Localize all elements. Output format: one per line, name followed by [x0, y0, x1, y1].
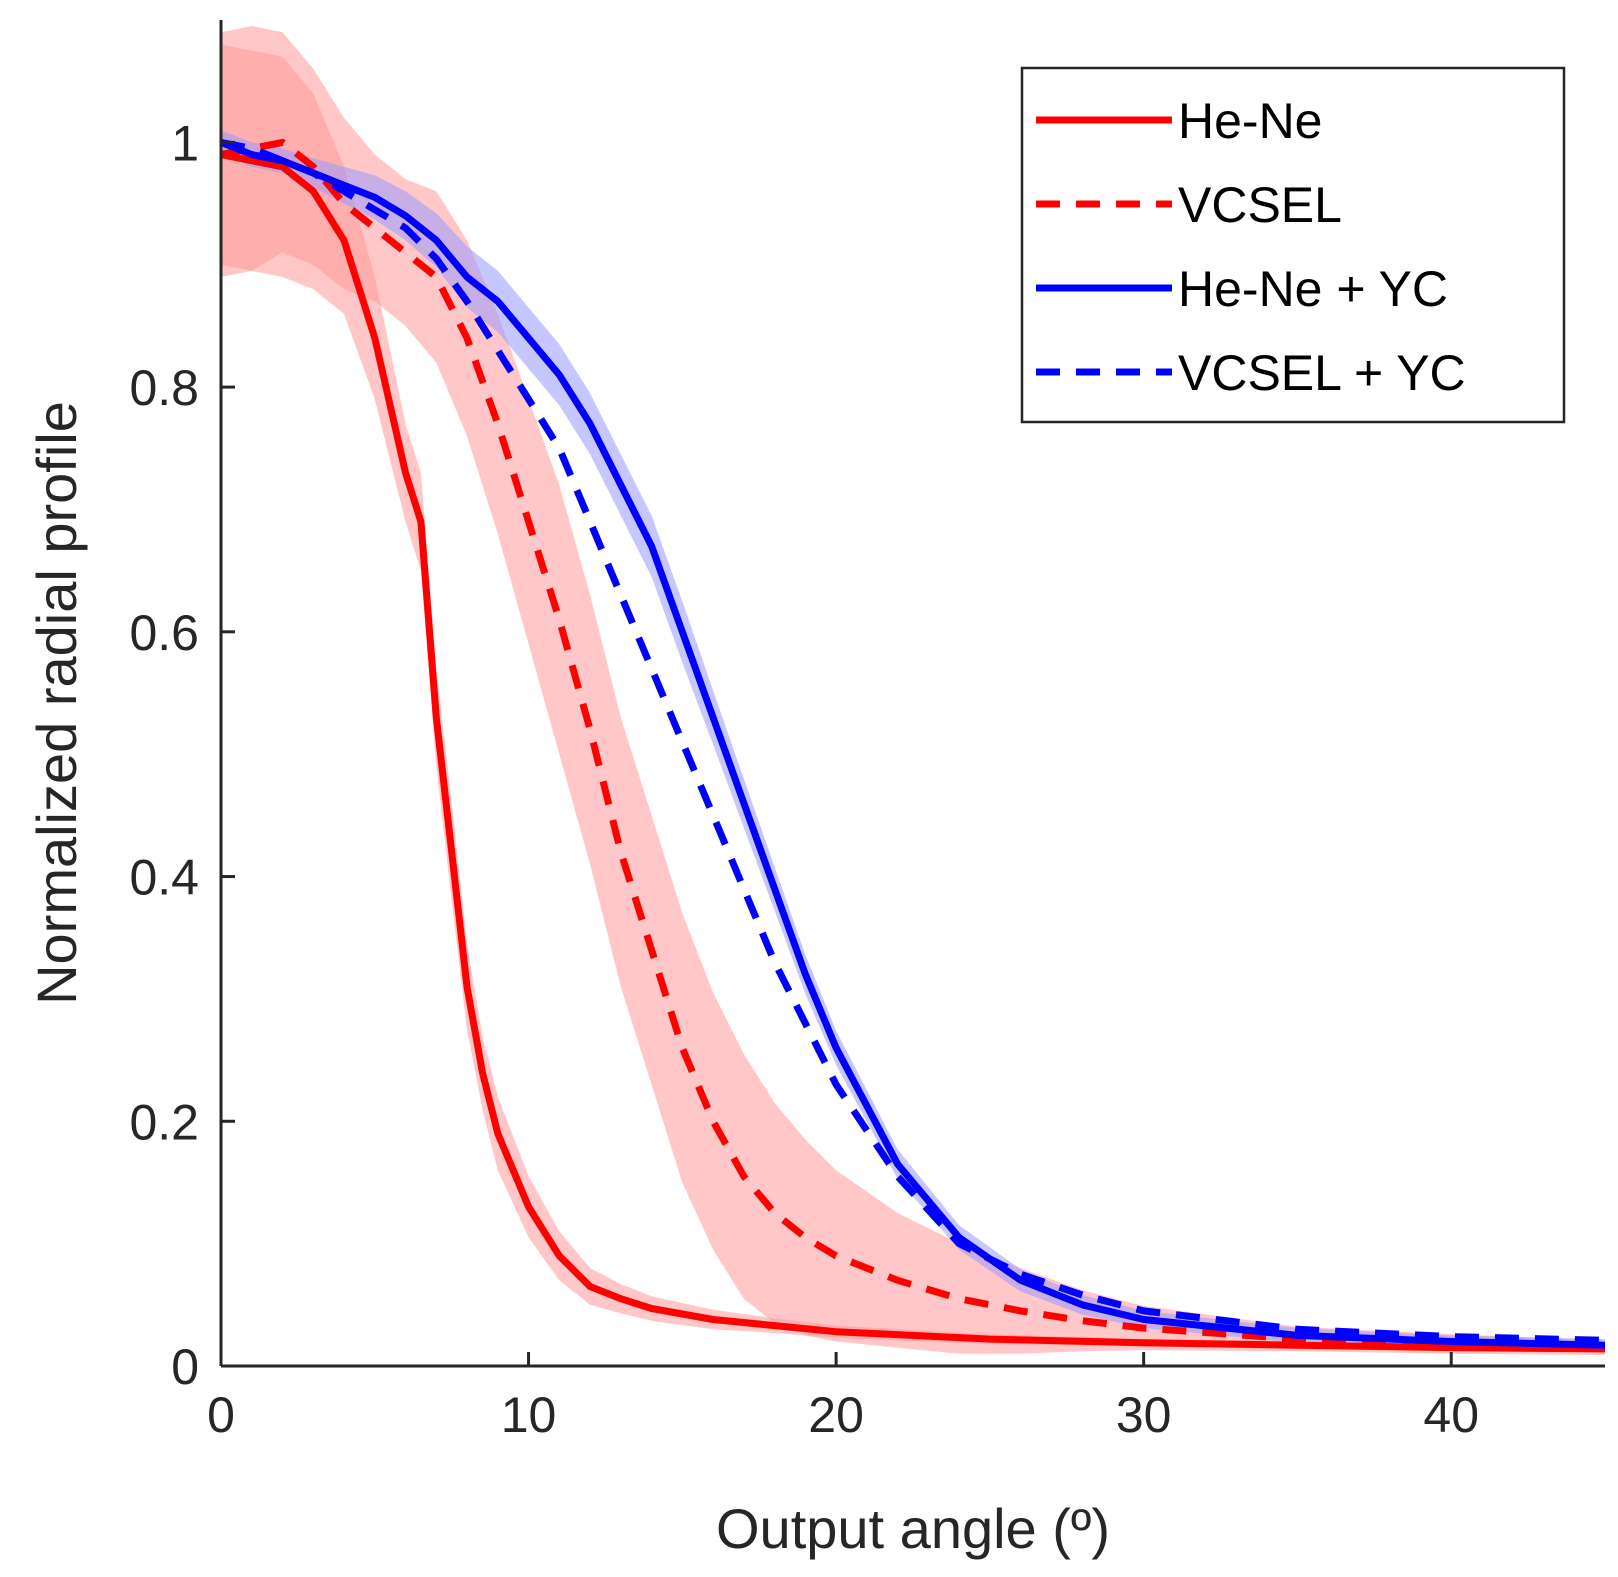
vcsel-yc-line: [220, 138, 1606, 1344]
he-ne-yc-line: [219, 139, 1606, 1349]
legend-label-he-ne-yc: He-Ne + YC: [1178, 261, 1448, 317]
legend-label-vcsel-yc: VCSEL + YC: [1178, 345, 1466, 401]
legend-label-he-ne: He-Ne: [1178, 93, 1322, 149]
x-tick-label: 40: [1423, 1387, 1479, 1443]
legend-box: [1020, 66, 1566, 424]
axes: 0 10 20 30 40 0 0.2 0.4 0.6 0.8 1 Output angle (º) N…: [25, 20, 1605, 1560]
series-lines: [219, 138, 1606, 1353]
confidence-bands: [221, 26, 1605, 1356]
x-tick-label: 0: [207, 1387, 235, 1443]
y-tick-label: 0: [171, 1339, 199, 1395]
he-ne-line: [220, 151, 1606, 1353]
x-tick-label: 30: [1116, 1387, 1172, 1443]
vcsel-band: [221, 26, 1605, 1356]
y-tick-label: 0.8: [129, 360, 199, 416]
vcsel-line: [220, 138, 1606, 1352]
y-tick-label: 0.2: [129, 1094, 199, 1150]
y-tick-label: 1: [171, 115, 199, 171]
x-tick-label: 20: [808, 1387, 864, 1443]
x-tick-label: 10: [501, 1387, 557, 1443]
y-axis-title: Normalized radial profile: [25, 401, 88, 1005]
x-axis-title: Output angle (º): [716, 1497, 1110, 1560]
y-tick-label: 0.4: [129, 850, 199, 906]
legend: He-Ne VCSEL He-Ne + YC VCSEL + YC: [1020, 66, 1566, 424]
legend-label-vcsel: VCSEL: [1178, 177, 1342, 233]
y-tick-label: 0.6: [129, 605, 199, 661]
